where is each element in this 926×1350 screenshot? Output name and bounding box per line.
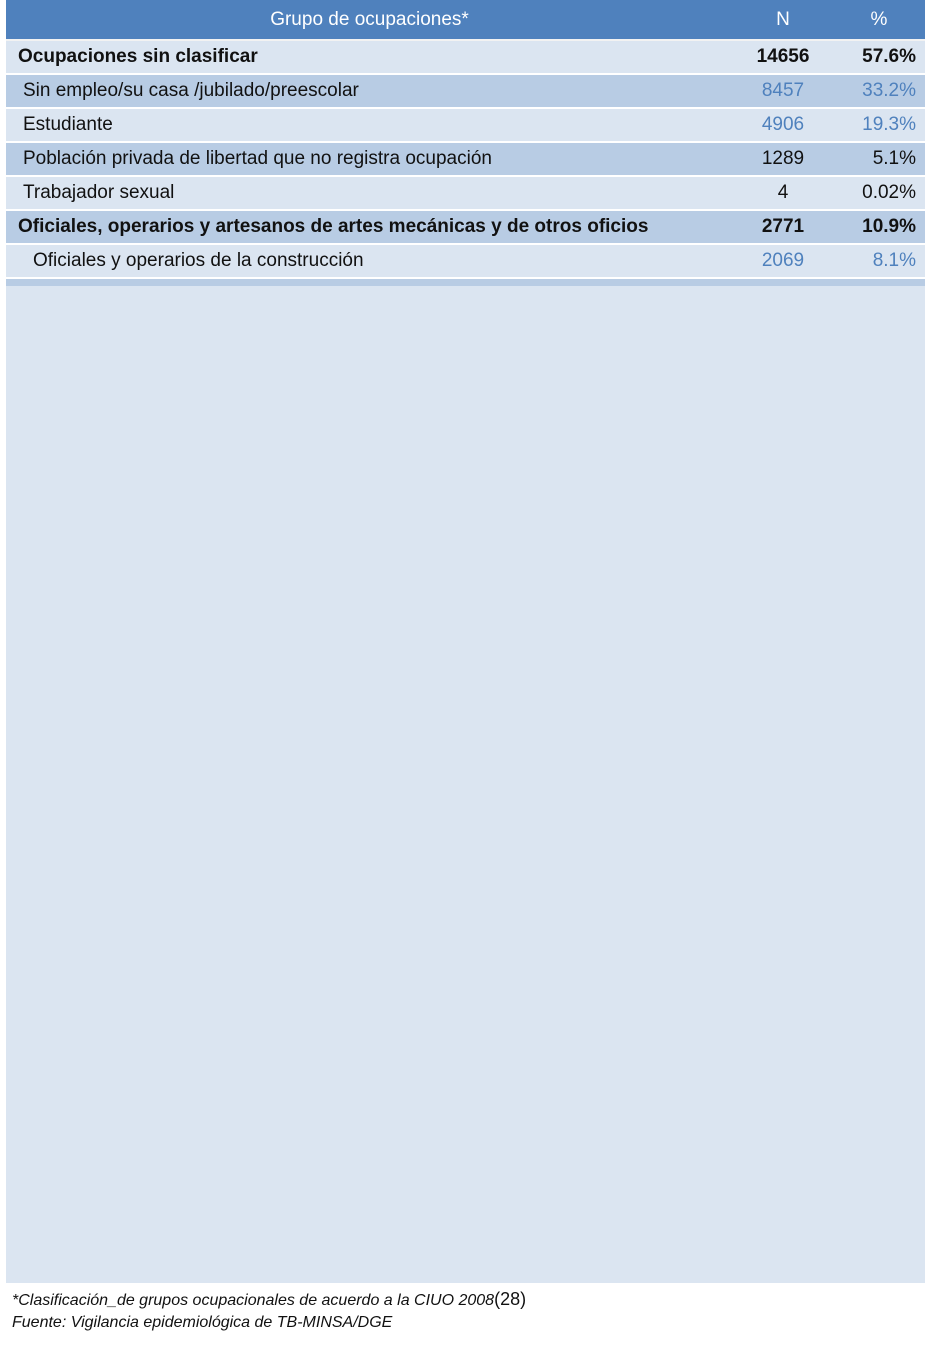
classification-note-text: *Clasificación_de grupos ocupacionales d… [12,1292,495,1309]
occupation-name-cell: Oficiales y operarios de la construcción [6,244,733,279]
count-cell: 2771 [733,210,833,245]
count-cell: 4 [733,176,833,211]
table-footer-band [6,286,925,1283]
table-header-row: Grupo de ocupaciones* N % [6,0,925,41]
table-row-group: Ocupaciones sin clasificar 14656 57.6% [6,40,925,75]
occupation-name-cell: Población privada de libertad que no reg… [6,142,733,177]
percent-cell: 0.02% [833,176,925,211]
table-row-group: Oficiales, operarios y artesanos de arte… [6,210,925,245]
count-cell: 14656 [733,40,833,75]
occupation-name-cell: Ocupaciones sin clasificar [6,40,733,75]
header-n: N [733,0,833,41]
classification-note: *Clasificación_de grupos ocupacionales d… [12,1289,526,1310]
count-cell: 1289 [733,142,833,177]
occupation-name-cell: Trabajador sexual [6,176,733,211]
percent-cell: 8.1% [833,244,925,279]
count-cell: 4906 [733,108,833,143]
percent-cell: 19.3% [833,108,925,143]
header-occupation-group: Grupo de ocupaciones* [6,0,733,41]
table-row: Oficiales y operarios de la construcción… [6,244,925,279]
source-note: Fuente: Vigilancia epidemiológica de TB-… [12,1314,393,1331]
occupation-name-cell: Sin empleo/su casa /jubilado/preescolar [6,74,733,109]
table-row: Población privada de libertad que no reg… [6,142,925,177]
table-row: Trabajador sexual 4 0.02% [6,176,925,211]
table-row: Estudiante 4906 19.3% [6,108,925,143]
count-cell: 2069 [733,244,833,279]
percent-cell: 57.6% [833,40,925,75]
occupation-name-cell: Estudiante [6,108,733,143]
occupation-name-cell: Oficiales, operarios y artesanos de arte… [6,210,733,245]
percent-cell: 33.2% [833,74,925,109]
count-cell: 8457 [733,74,833,109]
header-percent: % [833,0,925,41]
percent-cell: 5.1% [833,142,925,177]
percent-cell: 10.9% [833,210,925,245]
table-row: Sin empleo/su casa /jubilado/preescolar 8… [6,74,925,109]
reference-number: (28) [494,1289,527,1309]
